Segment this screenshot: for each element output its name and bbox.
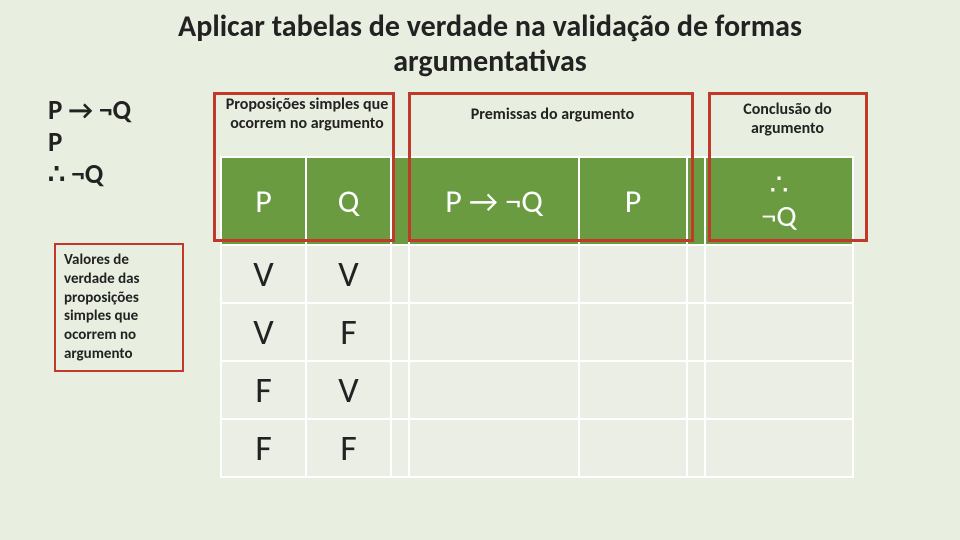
cell-q: F	[306, 419, 391, 477]
cell-premise2	[579, 361, 687, 419]
table-row: V F	[221, 303, 853, 361]
cell-premise1	[409, 245, 579, 303]
col-header-premise2: P	[579, 157, 687, 245]
cell-spacer	[391, 245, 409, 303]
cell-q: F	[306, 303, 391, 361]
table-row: F F	[221, 419, 853, 477]
col-header-p: P	[221, 157, 306, 245]
cell-premise2	[579, 303, 687, 361]
conclusion-formula: ¬Q	[706, 201, 852, 233]
cell-q: V	[306, 245, 391, 303]
premise-1: P → ¬Q	[48, 95, 131, 127]
page-title: Aplicar tabelas de verdade na validação …	[130, 10, 850, 79]
cell-premise1	[409, 303, 579, 361]
cell-p: F	[221, 361, 306, 419]
logical-argument: P → ¬Q P ∴ ¬Q	[48, 95, 131, 191]
col-header-q: Q	[306, 157, 391, 245]
cell-q: V	[306, 361, 391, 419]
cell-spacer	[687, 303, 705, 361]
col-spacer	[391, 157, 409, 245]
cell-p: V	[221, 303, 306, 361]
group-header-conclusion: Conclusão do argumento	[715, 100, 860, 138]
col-spacer	[687, 157, 705, 245]
table-header-row: P Q P → ¬Q P ∴ ¬Q	[221, 157, 853, 245]
row-group-label: Valores de verdade das proposições simpl…	[54, 243, 184, 372]
cell-conclusion	[705, 245, 853, 303]
cell-p: V	[221, 245, 306, 303]
cell-premise2	[579, 245, 687, 303]
cell-spacer	[687, 245, 705, 303]
cell-premise1	[409, 419, 579, 477]
cell-conclusion	[705, 303, 853, 361]
cell-spacer	[391, 303, 409, 361]
table-row: F V	[221, 361, 853, 419]
col-header-conclusion: ∴ ¬Q	[705, 157, 853, 245]
cell-premise1	[409, 361, 579, 419]
group-header-simple: Proposições simples que ocorrem no argum…	[223, 95, 391, 133]
cell-p: F	[221, 419, 306, 477]
cell-spacer	[687, 361, 705, 419]
therefore-symbol: ∴	[706, 170, 852, 202]
group-header-premises: Premissas do argumento	[415, 105, 690, 124]
truth-table: P Q P → ¬Q P ∴ ¬Q V V V F F V	[220, 156, 854, 478]
conclusion-line: ∴ ¬Q	[48, 159, 131, 191]
col-header-premise1: P → ¬Q	[409, 157, 579, 245]
premise-2: P	[48, 127, 131, 159]
cell-conclusion	[705, 361, 853, 419]
cell-spacer	[391, 361, 409, 419]
cell-conclusion	[705, 419, 853, 477]
table-row: V V	[221, 245, 853, 303]
cell-spacer	[391, 419, 409, 477]
cell-spacer	[687, 419, 705, 477]
cell-premise2	[579, 419, 687, 477]
